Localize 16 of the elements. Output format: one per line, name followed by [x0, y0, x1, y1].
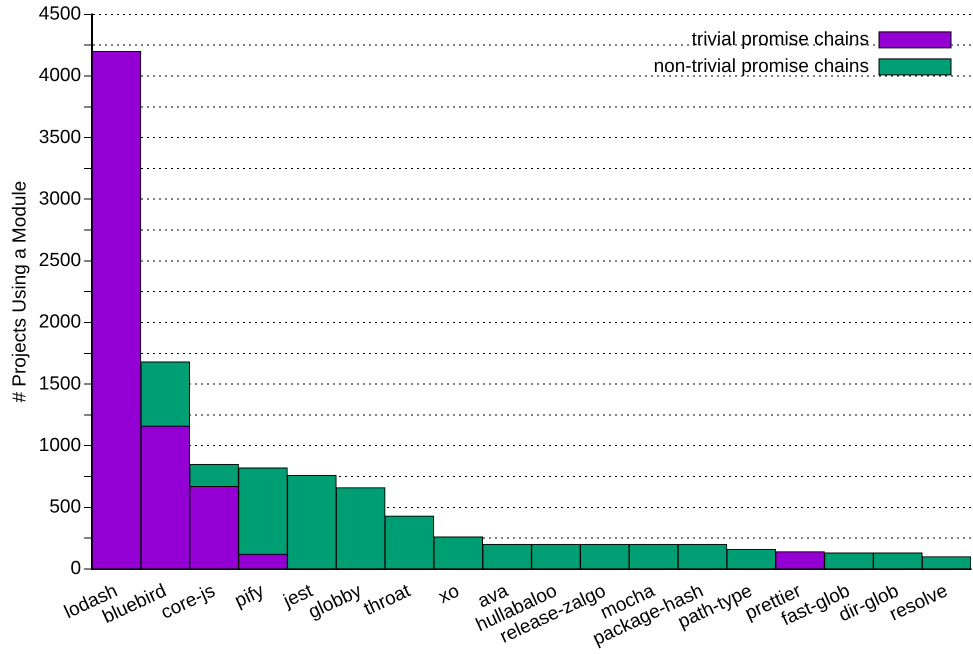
y-axis-title: # Projects Using a Module — [10, 180, 31, 403]
y-tick-label: 1500 — [38, 373, 82, 394]
y-tick-label: 2500 — [38, 250, 82, 272]
y-tick-label: 1000 — [38, 434, 82, 456]
y-tick-label: 0 — [70, 558, 82, 580]
x-tick-label: throat — [360, 580, 414, 620]
y-tick-label: 3500 — [38, 126, 82, 148]
x-tick-label: xo — [436, 580, 463, 608]
y-tick-label: 4000 — [38, 65, 82, 86]
x-tick-label: pify — [232, 580, 268, 612]
y-tick-label: 500 — [49, 496, 82, 518]
legend-label: non-trivial promise chains — [654, 56, 869, 78]
legend-label: trivial promise chains — [692, 29, 869, 50]
y-tick-label: 2000 — [38, 312, 82, 333]
y-tick-label: 4500 — [38, 4, 82, 25]
y-tick-label: 3000 — [38, 188, 82, 210]
